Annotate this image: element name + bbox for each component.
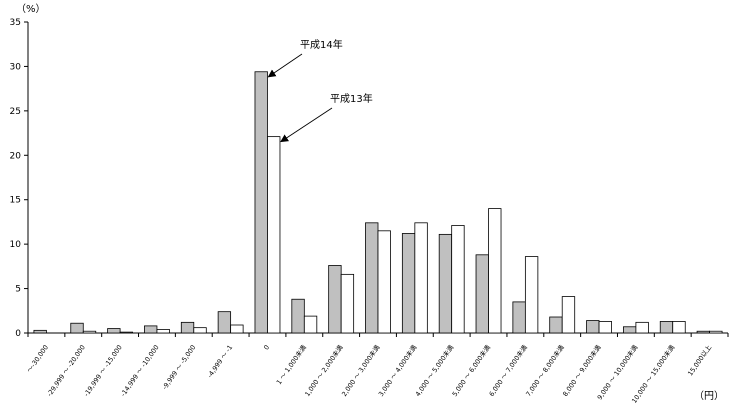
bar-series-b (377, 230, 391, 334)
x-tick-label: 7,000 ～ 8,000未満 (524, 343, 567, 398)
x-tick-label: 3,000 ～ 4,000未満 (376, 343, 419, 398)
bar-series-b (156, 329, 170, 334)
y-tick-label: 10 (10, 240, 22, 250)
x-tick-label: -29,999 ～ -20,000 (45, 344, 86, 398)
annotation-arrow (267, 53, 303, 78)
bar-series-b (119, 331, 134, 334)
x-tick-label: 9,000 ～ 10,000未満 (595, 343, 640, 402)
x-tick-label: 1 ～ 1,000未満 (274, 343, 308, 387)
bar-series-a (659, 321, 674, 334)
bar-series-a (475, 254, 489, 334)
x-tick-label: -19,999 ～ -15,000 (82, 344, 123, 398)
x-tick-label: 2,000 ～ 3,000未満 (339, 343, 382, 398)
x-tick-label: 0 (262, 344, 271, 352)
bar-series-a (438, 233, 453, 334)
bar-series-a (696, 330, 710, 334)
bar-series-b (340, 273, 355, 334)
bar-series-b (82, 330, 97, 334)
x-tick-label: 6,000 ～ 7,000未満 (487, 343, 530, 398)
bar-series-a (328, 265, 342, 334)
x-tick-label: -4,999 ～ -1 (206, 344, 234, 380)
x-tick-label: 8,000 ～ 9,000未満 (560, 343, 603, 398)
y-tick-label: 20 (10, 151, 22, 161)
bars (33, 71, 723, 334)
x-tick-label: 4,000 ～ 5,000未満 (413, 343, 456, 398)
bar-series-b (303, 315, 318, 334)
bar-series-a (586, 320, 600, 334)
y-tick-label: 15 (10, 196, 21, 206)
bar-series-b (635, 321, 649, 334)
y-tick-label: 30 (10, 62, 22, 72)
annotation-arrow (280, 107, 333, 143)
bar-series-a (144, 325, 158, 334)
x-tick-label: -14,999 ～ -10,000 (119, 344, 160, 398)
bar-series-a (549, 316, 563, 334)
bar-series-b (451, 225, 465, 334)
bar-series-a (70, 322, 84, 334)
bar-series-a (33, 329, 47, 334)
bar-series-b (414, 222, 428, 334)
bar-series-a (365, 222, 379, 334)
bar-series-a (291, 298, 305, 334)
bar-series-a (107, 328, 121, 334)
y-tick-label: 35 (10, 18, 21, 28)
bar-series-b (709, 330, 723, 334)
bar-series-a (180, 321, 195, 334)
y-tick-label: 25 (10, 107, 21, 117)
bar-series-b (672, 321, 686, 334)
bar-series-b (598, 321, 612, 334)
bar-series-a (217, 311, 232, 334)
x-tick-label: 5,000 ～ 6,000未満 (450, 343, 493, 398)
bar-series-b (488, 208, 502, 334)
x-axis-labels: ～-30,000-29,999 ～ -20,000-19,999 ～ -15,0… (25, 343, 713, 405)
x-tick-label: 1,000 ～ 2,000未満 (303, 343, 346, 398)
y-axis-ticks: 0 5 10 15 20 25 30 35 (10, 18, 28, 339)
bar-series-b (267, 136, 281, 334)
annotation-label: 平成14年 (300, 38, 343, 51)
x-tick-label: -9,999 ～ -5,000 (161, 344, 198, 392)
x-tick-label: 15,000以上 (685, 343, 713, 378)
bar-series-b (524, 256, 539, 334)
y-axis-unit-label: （%） (16, 3, 46, 15)
bar-series-a (254, 71, 268, 334)
x-tick-label: ～-30,000 (25, 344, 50, 374)
bar-series-b (193, 327, 207, 334)
bar-series-b (230, 324, 244, 334)
y-tick-label: 0 (15, 329, 21, 339)
annotation-label: 平成13年 (330, 92, 373, 105)
bar-series-a (401, 233, 416, 334)
bar-series-a (512, 301, 526, 334)
y-tick-label: 5 (15, 285, 21, 295)
bar-series-a (622, 326, 637, 334)
bar-series-b (561, 296, 576, 334)
x-axis-unit-label: （円） (694, 390, 724, 402)
